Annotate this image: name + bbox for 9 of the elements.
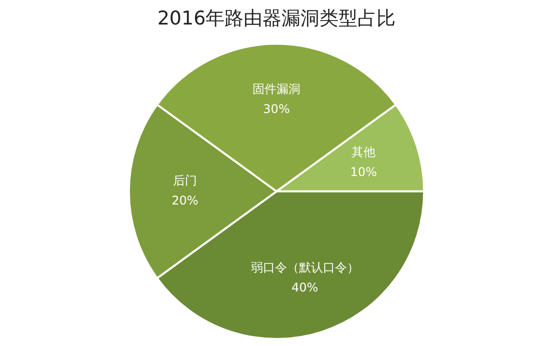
chart-title: 2016年路由器漏洞类型占比: [157, 7, 396, 30]
slice-label: 其他: [352, 145, 376, 160]
slice-label: 弱口令（默认口令）: [250, 260, 359, 275]
data-label: 10%: [350, 165, 377, 180]
slice-label: 固件漏洞: [252, 82, 300, 96]
data-label: 20%: [172, 194, 198, 208]
data-label: 30%: [263, 102, 290, 116]
data-label: 40%: [291, 280, 318, 295]
slice-label: 后门: [172, 174, 197, 188]
